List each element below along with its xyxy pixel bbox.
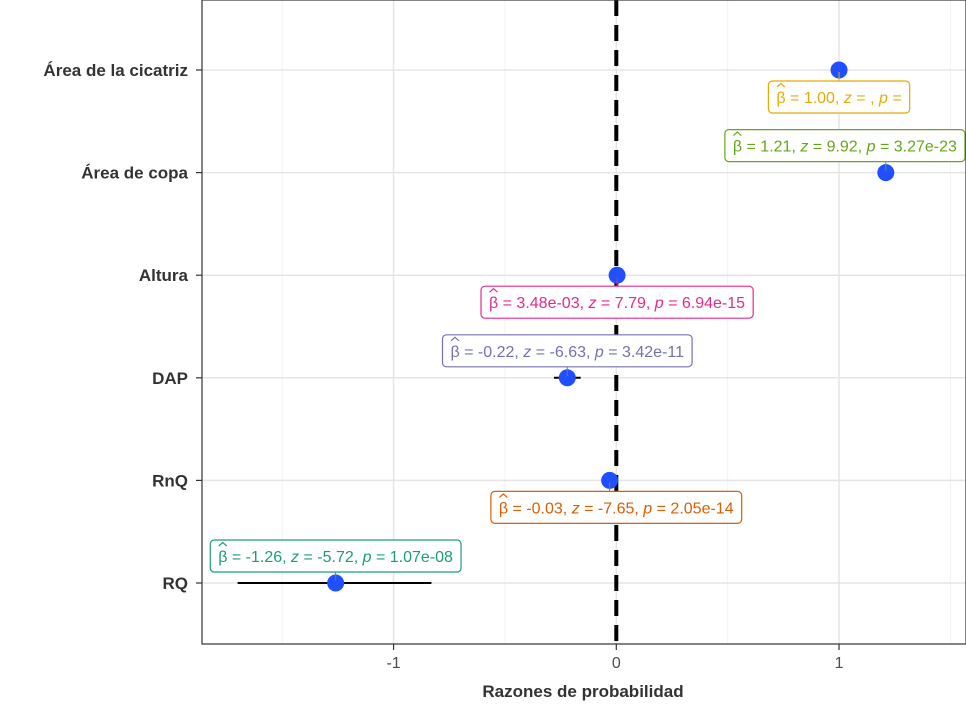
y-tick-label: Altura [139, 266, 189, 285]
x-tick-label: 1 [835, 655, 844, 672]
annotation-text: β = 1.00, z = , p = [776, 90, 901, 107]
y-tick-label: Área de la cicatriz [43, 61, 188, 80]
estimate-point [830, 61, 848, 79]
estimate-annotation: β = 3.48e-03, z = 7.79, p = 6.94e-15 [480, 277, 754, 319]
y-tick-label: Área de copa [81, 164, 188, 183]
estimate-annotation: β = -1.26, z = -5.72, p = 1.07e-08 [209, 539, 462, 581]
x-tick-label: 0 [612, 655, 621, 672]
beta-hat-icon [776, 82, 786, 88]
estimate-point [327, 574, 345, 592]
annotation-labels: β = 1.00, z = , p = β = 1.21, z = 9.92, … [209, 72, 966, 581]
estimate-point [877, 164, 895, 182]
y-tick-label: RQ [163, 574, 189, 593]
estimate-point [608, 266, 626, 284]
beta-hat-icon [218, 541, 228, 547]
annotation-text: β = -1.26, z = -5.72, p = 1.07e-08 [218, 549, 453, 566]
points-layer [327, 61, 895, 592]
x-tick-label: -1 [386, 655, 400, 672]
beta-hat-icon [489, 287, 498, 293]
annotation-text: β = -0.22, z = -6.63, p = 3.42e-11 [450, 344, 684, 361]
grid-lines [202, 0, 966, 644]
estimate-point [601, 471, 619, 489]
y-tick-label: RnQ [152, 471, 188, 490]
y-tick-label: DAP [152, 369, 188, 388]
y-axis: Área de la cicatriz Área de copa Altura DAP… [43, 61, 202, 593]
beta-hat-icon [499, 493, 508, 498]
estimate-annotation: β = -0.22, z = -6.63, p = 3.42e-11 [441, 334, 693, 376]
estimate-annotation: β = 1.21, z = 9.92, p = 3.27e-23 [724, 129, 966, 171]
estimate-annotation: β = 1.00, z = , p = [767, 72, 911, 114]
estimate-point [558, 369, 576, 387]
beta-hat-icon [732, 131, 742, 137]
annotation-text: β = 1.21, z = 9.92, p = 3.27e-23 [733, 139, 957, 156]
estimate-annotation: β = -0.03, z = -7.65, p = 2.05e-14 [490, 482, 743, 524]
x-axis: -1 0 1 [386, 644, 844, 672]
annotation-box [724, 129, 966, 163]
beta-hat-icon [450, 336, 460, 342]
annotation-text: β = -0.03, z = -7.65, p = 2.05e-14 [499, 500, 734, 517]
x-axis-title: Razones de probabilidad [482, 682, 683, 701]
plot-border [201, 0, 966, 645]
annotation-box [490, 490, 743, 524]
annotation-text: β = 3.48e-03, z = 7.79, p = 6.94e-15 [489, 295, 745, 312]
